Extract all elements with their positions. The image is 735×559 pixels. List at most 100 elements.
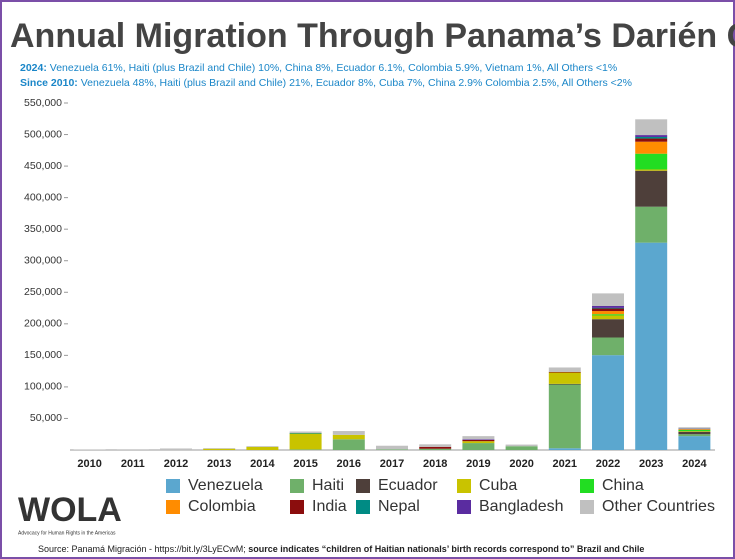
bar-segment xyxy=(678,431,711,432)
bar-segment xyxy=(376,449,408,450)
legend-swatch xyxy=(290,479,304,493)
legend-label: Cuba xyxy=(479,477,517,494)
subtitle-label: Since 2010: xyxy=(20,77,78,89)
bar-segment xyxy=(289,433,322,450)
bar-segment xyxy=(592,355,624,450)
subtitle-text: Venezuela 61%, Haiti (plus Brazil and Ch… xyxy=(50,62,617,74)
source-bold: source indicates “children of Haitian na… xyxy=(248,544,644,554)
legend-swatch xyxy=(580,479,594,493)
y-tick-label: 300,000 xyxy=(24,255,62,267)
y-tick-label: 500,000 xyxy=(24,128,62,140)
bar-segment xyxy=(592,308,624,312)
x-tick-label: 2018 xyxy=(423,458,447,470)
legend-label: Bangladesh xyxy=(479,498,564,515)
legend-swatch xyxy=(580,500,594,514)
subtitle: Since 2010: Venezuela 48%, Haiti (plus B… xyxy=(20,77,632,89)
bar-segment xyxy=(592,293,624,307)
y-tick-label: 250,000 xyxy=(24,286,62,298)
x-tick-label: 2022 xyxy=(596,458,620,470)
source: Source: Panamá Migración - https://bit.l… xyxy=(38,544,644,554)
bar-segment xyxy=(548,367,581,372)
bar-segment xyxy=(332,439,365,450)
bar-segment xyxy=(678,427,711,429)
legend-label: China xyxy=(602,477,644,494)
bar-segment xyxy=(635,141,668,154)
bar-segment xyxy=(678,436,711,450)
x-tick-label: 2020 xyxy=(509,458,533,470)
bar-segment xyxy=(635,242,668,450)
bar-segment xyxy=(332,431,365,435)
bar-segment xyxy=(462,441,495,444)
x-tick-label: 2021 xyxy=(553,458,577,470)
bar-segment xyxy=(505,444,538,447)
legend-label: Colombia xyxy=(188,498,256,515)
bar-segment xyxy=(505,446,538,450)
bar-segment xyxy=(592,306,624,308)
legend-swatch xyxy=(356,500,370,514)
legend-swatch xyxy=(166,500,180,514)
bar-segment xyxy=(635,153,668,170)
bar-segment xyxy=(548,371,581,373)
bar-segment xyxy=(678,429,711,432)
bar-segment xyxy=(203,448,236,450)
bar-segment xyxy=(635,170,668,207)
x-tick-label: 2013 xyxy=(207,458,231,470)
legend-label: Nepal xyxy=(378,498,420,515)
bar-segment xyxy=(678,431,711,435)
bar-segment xyxy=(592,307,624,309)
logo-tagline: Advocacy for Human Rights in the America… xyxy=(18,530,116,536)
legend-swatch xyxy=(457,500,471,514)
bar-segment xyxy=(548,448,581,450)
bar-segment xyxy=(635,169,668,171)
bar-segment xyxy=(548,372,581,384)
y-tick-label: 150,000 xyxy=(24,349,62,361)
bar-segment xyxy=(419,446,452,449)
x-tick-label: 2011 xyxy=(121,458,145,470)
legend-label: Venezuela xyxy=(188,477,263,494)
logo: WOLA xyxy=(18,491,122,529)
x-tick-label: 2019 xyxy=(466,458,490,470)
legend-swatch xyxy=(356,479,370,493)
x-tick-label: 2024 xyxy=(682,458,707,470)
bar-segment xyxy=(246,446,279,447)
bar-segment xyxy=(635,135,668,137)
x-tick-label: 2015 xyxy=(293,458,317,470)
source-text: Source: Panamá Migración - https://bit.l… xyxy=(38,544,246,554)
legend-label: India xyxy=(312,498,347,515)
bar-segment xyxy=(462,439,495,442)
y-tick-label: 200,000 xyxy=(24,318,62,330)
subtitle-label: 2024: xyxy=(20,62,47,74)
y-tick-label: 450,000 xyxy=(24,160,62,172)
bar-segment xyxy=(635,136,668,139)
bar-segment xyxy=(419,448,452,450)
x-tick-label: 2014 xyxy=(250,458,275,470)
chart-title: Annual Migration Through Panama’s Darién… xyxy=(10,17,735,55)
x-tick-label: 2010 xyxy=(77,458,101,470)
bar-segment xyxy=(289,449,322,450)
bar-segment xyxy=(462,436,495,440)
x-tick-label: 2012 xyxy=(164,458,188,470)
bar-segment xyxy=(246,446,279,450)
bar-segment xyxy=(635,119,668,136)
bar-segment xyxy=(419,444,452,447)
x-tick-label: 2017 xyxy=(380,458,404,470)
y-tick-label: 350,000 xyxy=(24,223,62,235)
bar-segment xyxy=(678,434,711,437)
bar-segment xyxy=(592,314,624,316)
legend-swatch xyxy=(457,479,471,493)
bar-segment xyxy=(160,448,192,450)
subtitle: 2024: Venezuela 61%, Haiti (plus Brazil … xyxy=(20,62,617,74)
bar-segment xyxy=(635,138,668,142)
legend-swatch xyxy=(290,500,304,514)
bar-segment xyxy=(289,431,322,433)
bar-segment xyxy=(289,432,322,434)
bar-segment xyxy=(592,337,624,356)
legend-label: Haiti xyxy=(312,477,344,494)
x-tick-label: 2016 xyxy=(337,458,361,470)
y-tick-label: 100,000 xyxy=(24,381,62,393)
bar-segment xyxy=(462,443,495,450)
y-tick-label: 50,000 xyxy=(30,412,62,424)
bar-segment xyxy=(635,206,668,243)
